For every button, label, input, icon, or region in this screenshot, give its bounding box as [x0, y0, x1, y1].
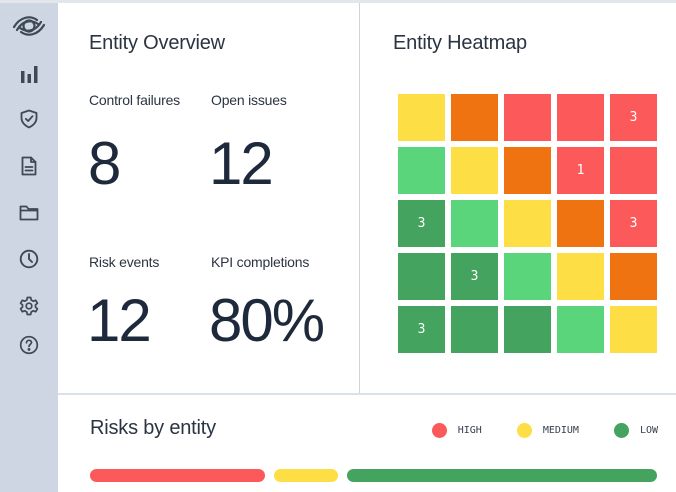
shield-check-icon [20, 109, 38, 129]
sidebar-item-controls[interactable] [0, 107, 58, 131]
heatmap-cell[interactable] [557, 306, 604, 353]
heatmap-cell[interactable] [557, 200, 604, 247]
heatmap-cell-count: 3 [417, 216, 426, 231]
risk-bar-high[interactable] [90, 469, 265, 482]
kpi-completions-value: 80% [209, 287, 325, 354]
entity-heatmap-panel: Entity Heatmap 3 1 3 3 3 3 [360, 3, 676, 393]
heatmap-cell[interactable] [504, 94, 551, 141]
heatmap-cell[interactable]: 3 [398, 306, 445, 353]
heatmap-cell-count: 3 [417, 322, 426, 337]
open-issues-value: 12 [209, 130, 274, 197]
risk-bar-medium[interactable] [274, 469, 338, 482]
sidebar-logo[interactable] [0, 8, 58, 44]
heatmap-cell[interactable] [557, 94, 604, 141]
document-icon [21, 156, 37, 176]
low-dot-icon [613, 423, 629, 438]
heatmap-cell-count: 3 [629, 110, 638, 125]
heatmap-cell[interactable]: 3 [398, 200, 445, 247]
heatmap-cell[interactable]: 3 [610, 200, 657, 247]
panel-divider-horizontal [58, 393, 676, 395]
sidebar-item-settings[interactable] [0, 294, 58, 318]
heatmap-cell-count: 1 [576, 163, 585, 178]
open-issues-label: Open issues [211, 92, 287, 108]
heatmap-cell[interactable] [504, 200, 551, 247]
heatmap-cell[interactable] [398, 253, 445, 300]
legend-item-low[interactable]: LOW [613, 423, 658, 438]
sidebar-item-help[interactable] [0, 333, 58, 357]
gear-icon [19, 296, 39, 316]
heatmap-cell[interactable] [610, 253, 657, 300]
legend-item-high[interactable]: HIGH [431, 423, 482, 438]
heatmap-cell-count: 3 [629, 216, 638, 231]
eye-logo-icon [10, 12, 48, 40]
control-failures-value: 8 [88, 130, 121, 197]
heatmap-cell[interactable]: 1 [557, 147, 604, 194]
legend-label-high: HIGH [457, 425, 482, 436]
high-dot-icon [431, 423, 447, 438]
heatmap-cell[interactable] [610, 306, 657, 353]
legend-item-medium[interactable]: MEDIUM [516, 423, 579, 438]
help-circle-icon [19, 335, 39, 355]
sidebar-item-documents[interactable] [0, 154, 58, 178]
legend-label-low: LOW [639, 425, 658, 436]
heatmap-cell[interactable] [504, 306, 551, 353]
sidebar-item-analytics[interactable] [0, 62, 58, 86]
top-border [0, 0, 676, 3]
risk-bar-low[interactable] [347, 469, 657, 482]
entity-heatmap-title: Entity Heatmap [393, 32, 527, 54]
risk-legend: HIGH MEDIUM LOW [431, 423, 658, 438]
risk-events-label: Risk events [89, 254, 160, 270]
risks-by-entity-title: Risks by entity [90, 417, 216, 439]
heatmap-cell[interactable] [451, 94, 498, 141]
legend-label-medium: MEDIUM [542, 425, 579, 436]
heatmap-cell[interactable] [398, 147, 445, 194]
sidebar-nav [0, 0, 58, 492]
heatmap-cell[interactable] [451, 147, 498, 194]
heatmap-cell[interactable] [451, 200, 498, 247]
medium-dot-icon [516, 423, 532, 438]
heatmap-grid: 3 1 3 3 3 3 [398, 94, 657, 353]
risks-by-entity-panel: Risks by entity HIGH MEDIUM LOW [58, 395, 676, 492]
heatmap-cell[interactable] [557, 253, 604, 300]
entity-overview-title: Entity Overview [89, 32, 225, 54]
folder-icon [19, 205, 39, 221]
heatmap-cell-count: 3 [470, 269, 479, 284]
heatmap-cell[interactable] [504, 253, 551, 300]
kpi-completions-label: KPI completions [211, 254, 310, 270]
heatmap-cell[interactable] [398, 94, 445, 141]
clock-icon [19, 249, 39, 269]
risk-events-value: 12 [87, 287, 152, 354]
heatmap-cell[interactable] [504, 147, 551, 194]
sidebar-item-folders[interactable] [0, 201, 58, 225]
heatmap-cell[interactable]: 3 [610, 94, 657, 141]
heatmap-cell[interactable] [610, 147, 657, 194]
sidebar-item-history[interactable] [0, 247, 58, 271]
heatmap-cell[interactable]: 3 [451, 253, 498, 300]
panel-divider-vertical [359, 3, 360, 393]
bar-chart-icon [20, 65, 38, 83]
control-failures-label: Control failures [89, 92, 180, 108]
entity-overview-panel: Entity Overview Control failures 8 Open … [58, 3, 359, 393]
heatmap-cell[interactable] [451, 306, 498, 353]
